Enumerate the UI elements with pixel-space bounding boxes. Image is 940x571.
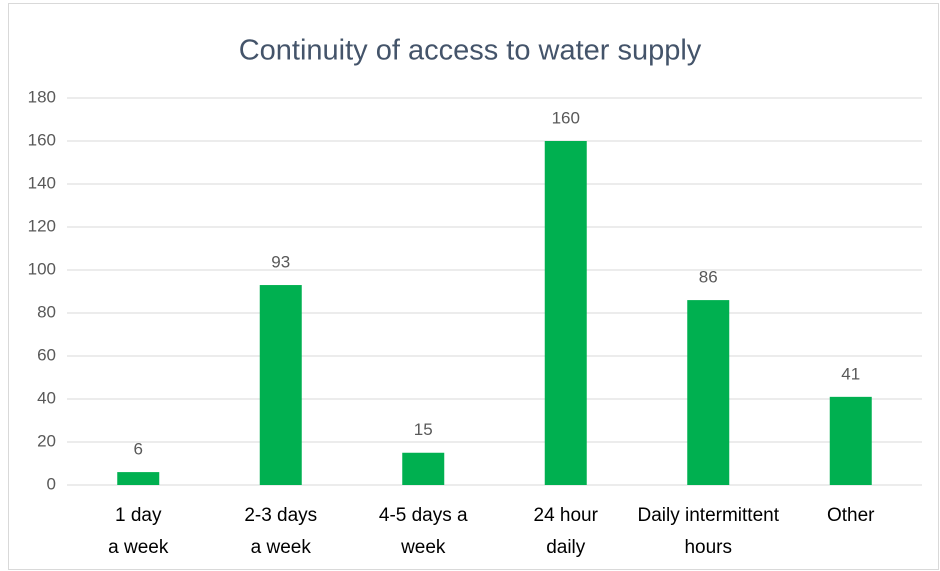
y-tick-label: 140 [28, 173, 56, 192]
bar [829, 396, 872, 485]
data-label: 15 [414, 420, 433, 439]
y-tick-label: 60 [37, 345, 56, 364]
bar [687, 300, 730, 485]
chart-title: Continuity of access to water supply [239, 35, 702, 67]
data-label: 160 [552, 108, 580, 127]
y-tick-label: 120 [28, 216, 56, 235]
bar [544, 141, 587, 485]
x-tick-label: 24 hour daily [534, 505, 599, 558]
bar [402, 452, 445, 485]
x-tick-label: Other [827, 505, 875, 526]
x-tick-label: 2-3 days a week [244, 505, 317, 558]
x-tick-label: 1 day a week [108, 505, 169, 558]
y-tick-label: 0 [47, 474, 56, 493]
y-tick-label: 160 [28, 130, 56, 149]
y-tick-label: 100 [28, 259, 56, 278]
y-tick-label: 80 [37, 302, 56, 321]
data-label: 6 [134, 440, 143, 459]
y-tick-label: 40 [37, 388, 56, 407]
data-label: 86 [699, 268, 718, 287]
data-label: 93 [271, 253, 290, 272]
y-tick-label: 180 [28, 87, 56, 106]
bar [117, 472, 160, 485]
bar [259, 285, 302, 485]
data-label: 41 [841, 364, 860, 383]
x-tick-label: 4-5 days a week [379, 505, 468, 558]
y-tick-label: 20 [37, 431, 56, 450]
x-tick-label: Daily intermittent hours [638, 505, 780, 558]
